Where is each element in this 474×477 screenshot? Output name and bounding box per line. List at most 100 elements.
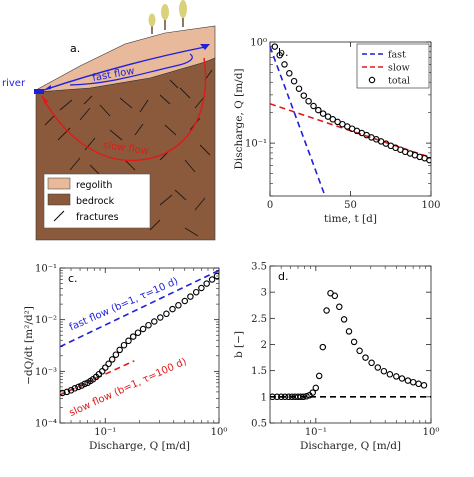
data-point [380,367,388,375]
fracture-line [149,219,161,231]
panel-a-label: a. [70,42,80,55]
data-point [309,389,316,396]
data-point [288,393,296,401]
data-point [276,51,283,59]
data-point [129,333,137,340]
data-point [295,85,303,92]
chart-panel-d: 10⁻¹ 10⁰ 0.5 1 1.5 2 2.5 3 3.5 Discharge, Q [m/d]… [233,262,439,453]
data-point [75,383,82,391]
data-point [281,61,288,68]
river-label: river [2,78,26,89]
legend-regolith-swatch [47,177,71,190]
fracture-line [99,104,111,117]
data-point [398,375,406,382]
fracture-line [109,129,123,141]
data-point [281,393,289,401]
data-point [157,314,164,321]
fracture-line [69,157,81,171]
tick-label: 10⁰ [211,427,228,438]
data-point [139,325,147,333]
tick-label: 3 [261,288,267,299]
fracture-line [79,107,91,121]
data-point [98,368,106,375]
data-point [310,102,317,110]
data-point [286,70,293,77]
data-point [315,106,322,114]
data-point [71,385,79,392]
y-axis-label: Discharge, Q [m/d] [233,68,245,169]
data-point [63,388,71,396]
tick-label: 10⁻¹ [35,264,57,275]
tick-label: 0.5 [251,419,267,430]
schematic-panel-a: river fast flow slow flow a. regolith be… [2,0,216,241]
fracture-line [124,159,136,171]
data-point [386,371,394,378]
panel-label: b. [278,46,288,59]
water-table-marker [200,44,210,50]
data-point [319,343,327,351]
tick-label: 10⁻¹ [305,427,327,438]
legend-regolith-label: regolith [76,180,112,191]
data-point [319,110,327,117]
fast-flow-arrow [43,46,206,91]
data-point [393,373,400,380]
legend-entry-slow: slow [388,63,410,74]
data-point [108,356,116,363]
tick-label: 10⁻² [35,315,57,326]
data-point [271,43,279,50]
data-point [105,360,112,368]
y-axis-label: −dQ/dt [m²/d²] [23,306,35,385]
tick-label: 10⁻³ [35,367,57,378]
legend-fractures-label: fractures [76,212,119,223]
data-point [312,384,320,392]
legend-marker-swatch [368,76,376,84]
series-line-fast [270,46,326,196]
data-point [420,382,428,389]
plot-area [59,267,220,424]
data-point [203,280,210,287]
data-point [303,393,310,400]
fracture-line [184,159,196,173]
fracture-line [174,189,187,201]
data-point [362,354,369,361]
tick-label: 100 [421,200,440,211]
data-point [112,351,120,358]
data-point [315,372,323,380]
data-point [270,393,276,401]
data-point [368,359,375,367]
fast-flow-loop [69,53,193,86]
data-point [81,380,88,388]
data-point [350,338,358,346]
fracture-line [83,95,93,105]
legend-fracture-swatch [53,210,65,222]
fracture-line [164,124,177,136]
fracture-line [159,194,173,206]
data-point [323,307,330,314]
tick-label: 10⁻¹ [94,427,116,438]
fracture-line [44,114,56,126]
fracture-line [139,99,149,113]
data-point [208,276,216,283]
tick-label: 1.5 [251,366,267,377]
data-point [300,393,307,401]
legend-bedrock-label: bedrock [76,196,115,207]
fracture-line [199,144,211,156]
tick-label: 10⁻⁴ [35,419,57,430]
data-point [102,364,109,371]
data-point [356,347,363,355]
tick-label: 2.5 [251,314,267,325]
tick-label: 2 [261,340,267,351]
data-point [305,97,312,105]
fracture-line [179,87,191,99]
fracture-line [57,127,71,141]
slow-flow-arrow [41,57,207,162]
data-point [169,305,176,313]
data-point [340,316,348,323]
fracture-line [134,123,144,136]
data-point [273,393,281,401]
chart-panel-b: 0 50 100 10⁻¹ 10⁰ time, t [d] Discharge, Q [m/… [233,38,441,226]
data-point [345,328,353,335]
data-point [145,321,152,329]
fracture-line [84,137,96,151]
